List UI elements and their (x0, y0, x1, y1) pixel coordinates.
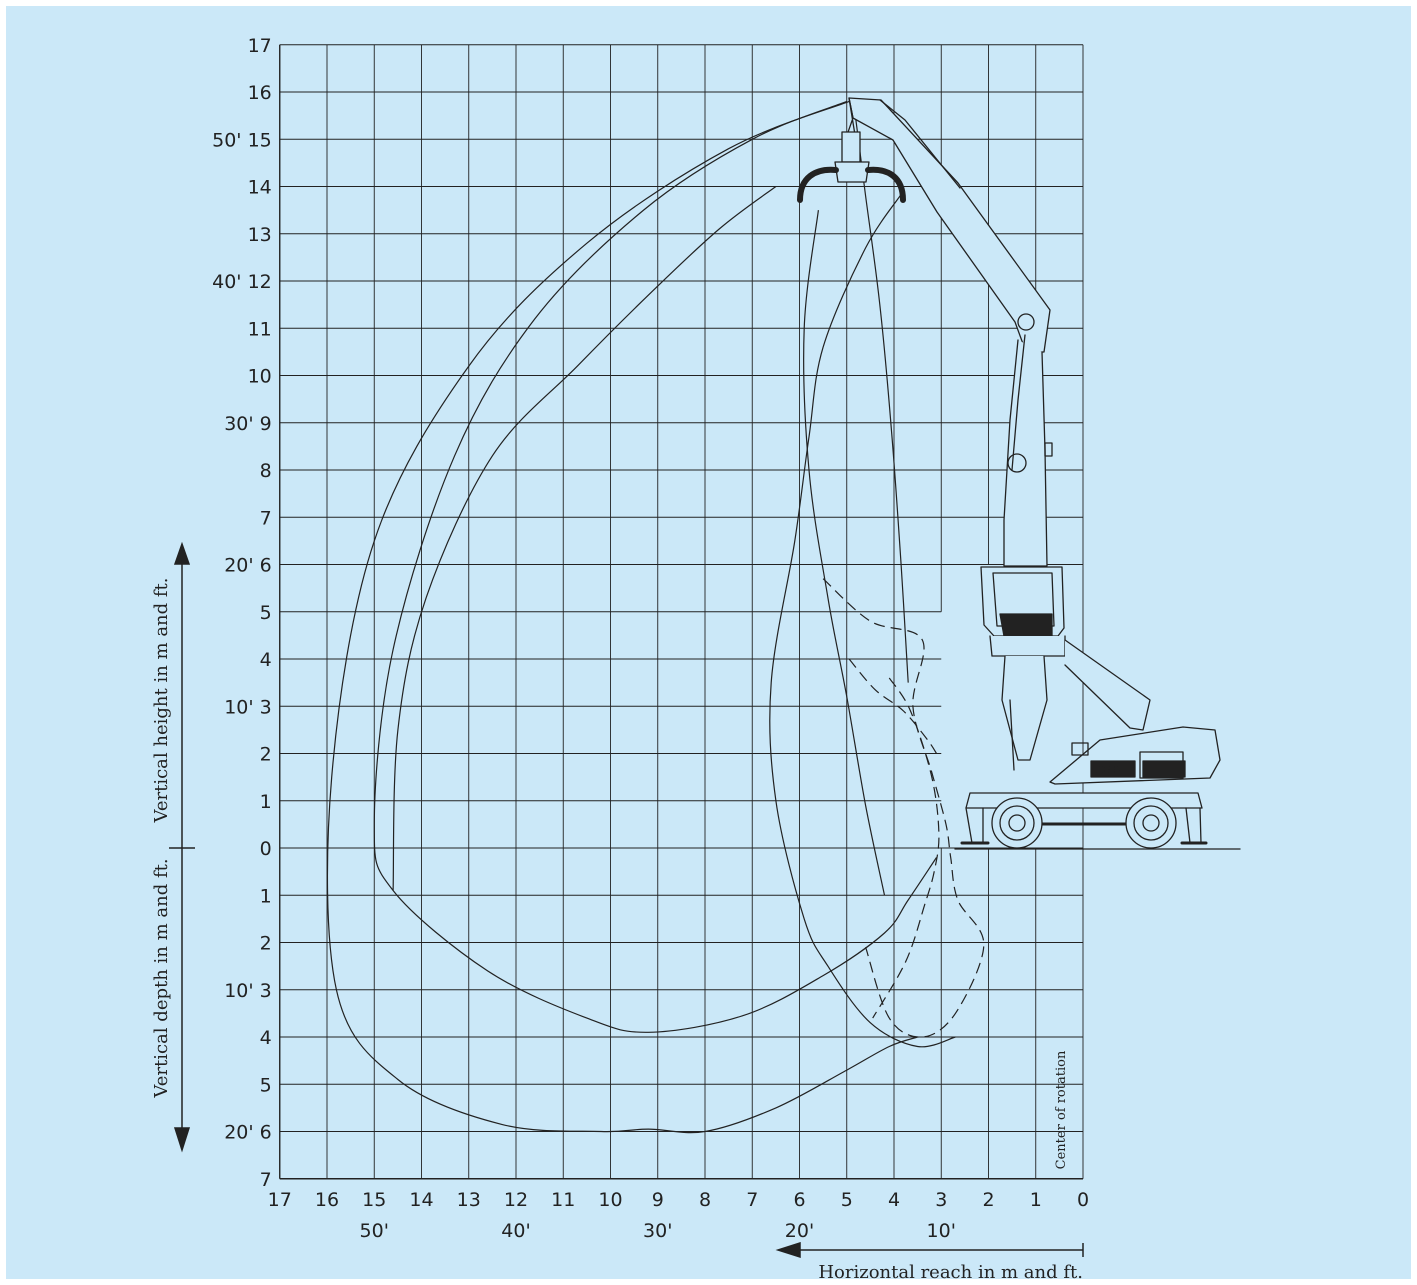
x-tick-label: 13 (457, 1189, 481, 1211)
y-tick-label: 40' 12 (212, 271, 272, 293)
cab-column (1001, 655, 1048, 761)
grapple-claw-right (865, 166, 906, 203)
x-tick-label: 6 (793, 1189, 805, 1211)
x-ft-label: 20' (785, 1220, 814, 1242)
x-tick-label: 2 (982, 1189, 994, 1211)
arrow-left-head (775, 1241, 801, 1259)
cab-window (992, 572, 1055, 627)
boom-hook-eye (1007, 453, 1027, 473)
y-axis-label-down: Vertical depth in m and ft. (151, 858, 172, 1098)
x-tick-label: 12 (504, 1189, 528, 1211)
grapple-rotator (841, 131, 861, 163)
cab-dashboard (999, 613, 1053, 637)
reach-curve-1 (326, 100, 918, 1134)
x-tick-label: 5 (841, 1189, 853, 1211)
y-tick-label: 13 (248, 224, 272, 246)
y-tick-label: 10' 3 (224, 980, 272, 1002)
y-tick-label: 11 (248, 318, 272, 340)
grapple-claw-left (797, 166, 839, 203)
brand-plate (1090, 760, 1136, 778)
reach-curve-6 (769, 190, 956, 1048)
y-tick-label: 50' 15 (212, 129, 272, 151)
center-of-rotation-label: Center of rotation (1054, 1050, 1069, 1169)
x-tick-label: 8 (699, 1189, 711, 1211)
x-ft-label: 30' (643, 1220, 672, 1242)
y-tick-label: 10 (248, 366, 272, 388)
y-tick-label: 2 (260, 744, 272, 766)
x-tick-label: 17 (268, 1189, 292, 1211)
y-axis-label-up: Vertical height in m and ft. (151, 577, 172, 823)
material-handler-machine-drawing: FUCHS (797, 97, 1241, 850)
brand-plate-lettering: FUCHS (1095, 767, 1119, 774)
reach-curve-4 (853, 103, 909, 683)
x-axis-label: Horizontal reach in m and ft. (818, 1262, 1083, 1283)
y-tick-label: 2 (260, 933, 272, 955)
y-tick-label: 5 (260, 602, 272, 624)
y-tick-label: 7 (260, 507, 272, 529)
x-tick-label: 16 (315, 1189, 339, 1211)
y-tick-label: 17 (248, 35, 272, 57)
engine-vent (1071, 742, 1089, 756)
y-tick-label: 30' 9 (224, 413, 272, 435)
x-ft-label: 10' (927, 1220, 956, 1242)
chart-background (6, 6, 1411, 1279)
y-tick-label: 20' 6 (224, 1122, 272, 1144)
x-tick-label: 9 (652, 1189, 664, 1211)
x-tick-label: 1 (1030, 1189, 1042, 1211)
y-tick-label: 20' 6 (224, 555, 272, 577)
x-tick-label: 3 (935, 1189, 947, 1211)
reach-curve-9 (848, 658, 938, 754)
y-tick-label: 10' 3 (224, 696, 272, 718)
x-tick-label: 14 (409, 1189, 433, 1211)
y-tick-label: 5 (260, 1074, 272, 1096)
model-plate (1142, 760, 1186, 778)
reach-curve-3 (803, 210, 886, 896)
grapple-body (834, 161, 870, 183)
reach-curve-7 (822, 578, 985, 1038)
boom-joint (1017, 313, 1035, 331)
vertical-axis-arrows (169, 541, 195, 1153)
arrow-up-head (173, 541, 191, 565)
x-tick-label: 10 (598, 1189, 622, 1211)
y-tick-label: 8 (260, 460, 272, 482)
x-ft-label: 40' (501, 1220, 530, 1242)
x-ft-label: 50' (360, 1220, 389, 1242)
y-tick-label: 0 (260, 838, 272, 860)
reach-curve-2 (373, 100, 937, 1033)
x-tick-label: 7 (746, 1189, 758, 1211)
rear-wheel (1125, 797, 1177, 849)
column-cylinder (1009, 699, 1015, 771)
y-tick-label: 4 (260, 649, 272, 671)
x-tick-label: 11 (551, 1189, 575, 1211)
y-tick-label: 16 (248, 82, 272, 104)
reach-curve-8 (872, 677, 940, 1019)
y-tick-label: 7 (260, 1169, 272, 1191)
boom-cylinder (1011, 334, 1026, 471)
cab-support-arm (1064, 639, 1151, 731)
arrow-down-head (173, 1127, 191, 1153)
x-ft-labels: 50' 40' 30' 20' 10' (360, 1220, 956, 1242)
y-tick-label: 4 (260, 1027, 272, 1049)
x-tick-label: 4 (888, 1189, 900, 1211)
y-tick-label: 1 (260, 885, 272, 907)
y-tick-label: 14 (248, 177, 272, 199)
x-tick-label: 0 (1077, 1189, 1089, 1211)
y-tick-label: 1 (260, 791, 272, 813)
cab-riser (989, 635, 1066, 657)
x-tick-label: 15 (362, 1189, 386, 1211)
reach-envelope-curves (326, 100, 985, 1134)
reach-curve-5 (392, 186, 777, 891)
x-tick-labels: 17 16 15 14 13 12 11 10 9 8 7 6 5 4 3 2 1 0 (268, 1189, 1089, 1211)
stick-cylinder (879, 99, 961, 189)
horizontal-axis-arrow (775, 1241, 1084, 1259)
front-wheel (991, 797, 1043, 849)
boom-bracket (1044, 442, 1053, 457)
